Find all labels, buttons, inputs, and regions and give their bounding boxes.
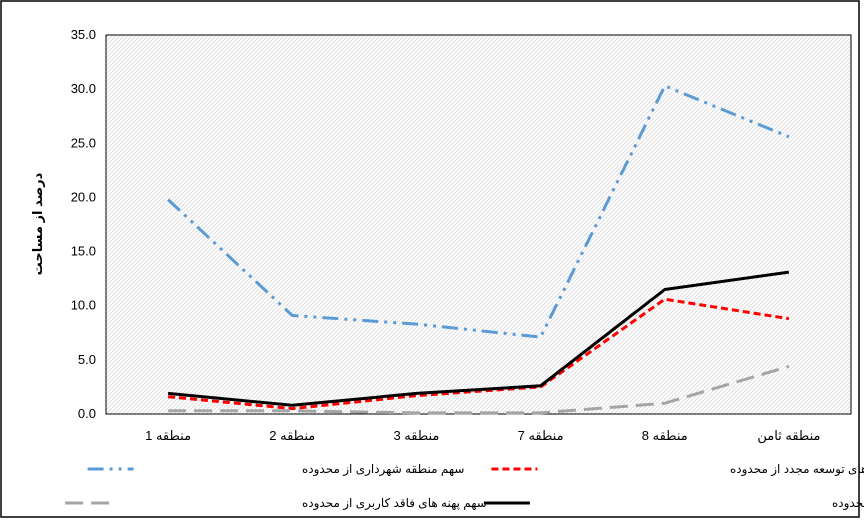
y-tick-label: 10.0 <box>71 298 96 313</box>
legend-label-3: سهم پهنه های فاقد کاربری از محدوده <box>302 496 487 511</box>
x-tick-label: منطقه 8 <box>642 428 688 443</box>
legend-label-4: سهم مجموع پهنه های فاقد کاربری و توسعه م… <box>832 496 864 511</box>
y-tick-label: 15.0 <box>71 244 96 259</box>
y-axis-title: درصد از مساحت <box>30 172 45 275</box>
y-tick-label: 30.0 <box>71 81 96 96</box>
x-tick-label: منطقه 3 <box>393 428 439 443</box>
y-tick-label: 0.0 <box>78 406 96 421</box>
legend-label-1: سهم منطقه شهرداری از محدوده <box>302 462 464 477</box>
y-tick-label: 20.0 <box>71 189 96 204</box>
x-tick-label: منطقه 2 <box>269 428 315 443</box>
legend-label-2: سهم پهنه های توسعه مجدد از محدوده <box>730 462 864 477</box>
x-tick-label: منطقه 7 <box>518 428 564 443</box>
x-tick-label: منطقه 1 <box>145 428 191 443</box>
y-tick-label: 25.0 <box>71 135 96 150</box>
x-tick-label: منطقه ثامن <box>757 428 820 444</box>
y-tick-label: 5.0 <box>78 352 96 367</box>
y-tick-label: 35.0 <box>71 27 96 42</box>
plot-area <box>106 35 851 414</box>
